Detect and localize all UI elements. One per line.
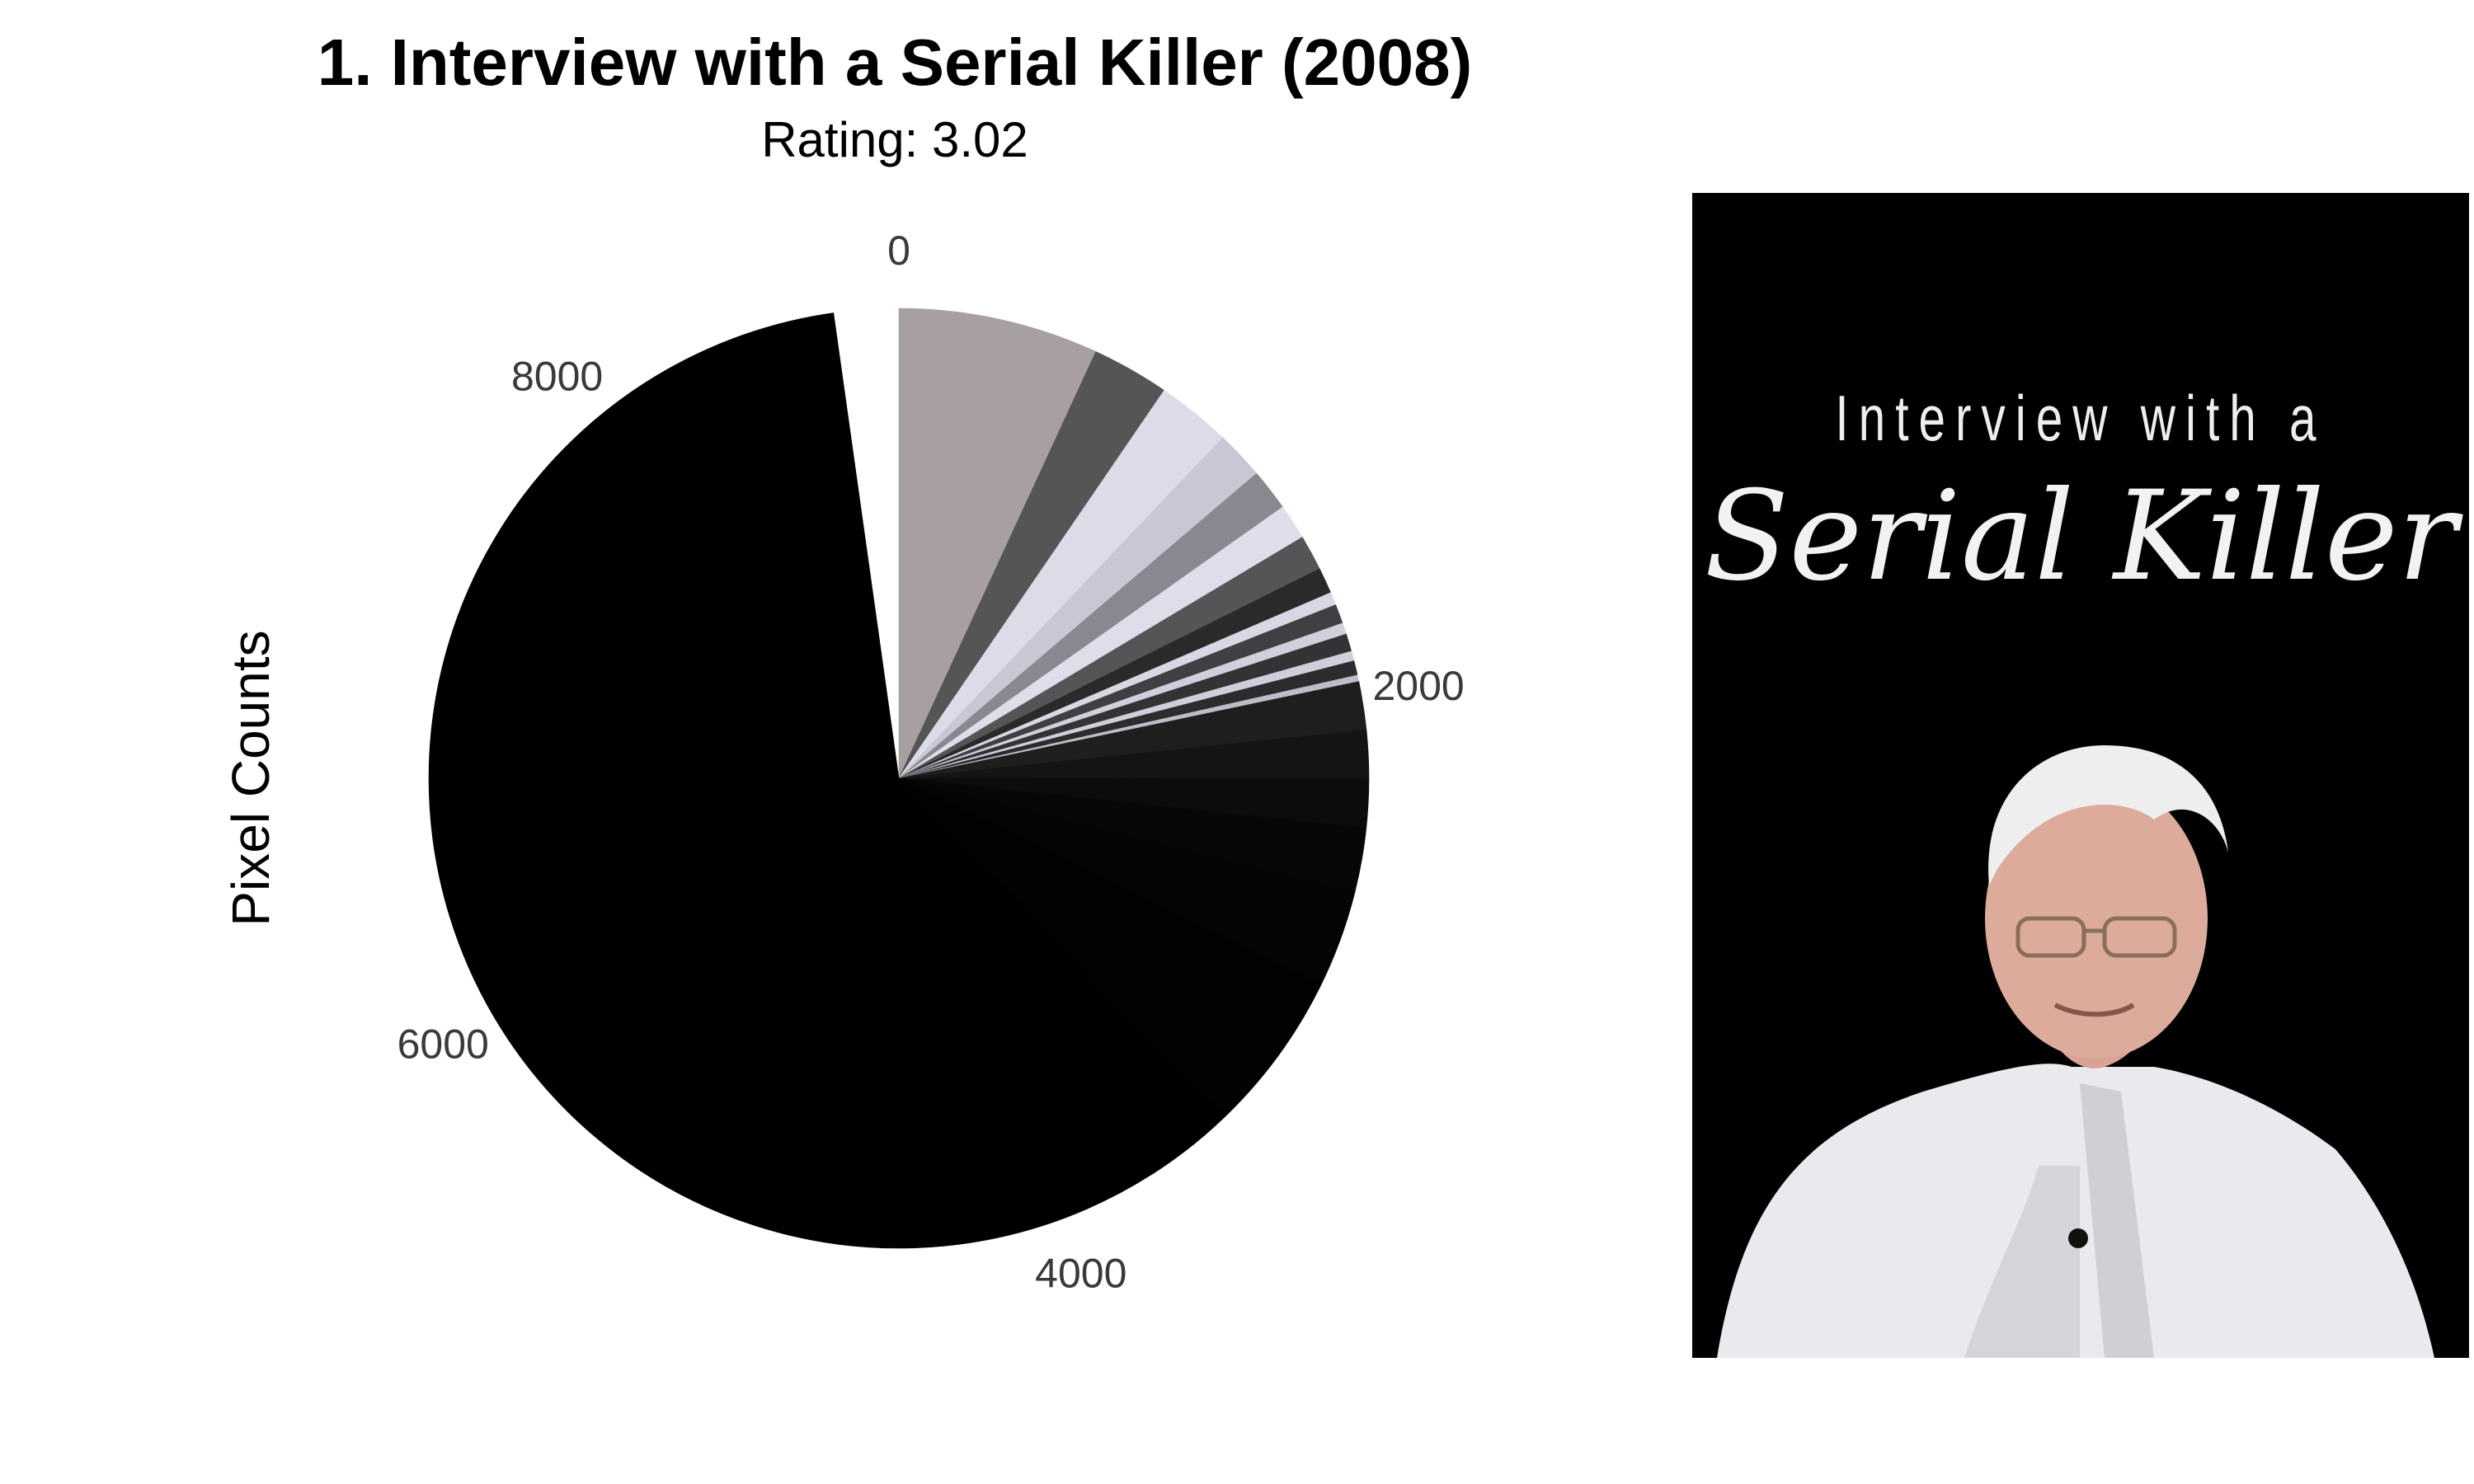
pie-slice <box>898 308 1097 779</box>
pie-slice <box>898 777 1322 1117</box>
pie-slices <box>428 308 1370 1249</box>
y-axis-title: Pixel Counts <box>221 630 280 926</box>
pie-chart: 0 2000 4000 6000 8000 Pixel Counts <box>221 228 1465 1297</box>
movie-poster: Interview with a Serial Killer <box>1692 193 2469 1358</box>
chart-subtitle: Rating: 3.02 <box>761 112 1028 167</box>
pie-slice <box>428 312 900 1139</box>
poster-title-line2: Serial Killer <box>1704 465 2458 608</box>
tick-label: 8000 <box>511 353 603 399</box>
tick-label: 0 <box>887 228 910 274</box>
tick-labels: 0 2000 4000 6000 8000 <box>397 228 1465 1297</box>
tick-label: 6000 <box>397 1021 489 1068</box>
tick-label: 4000 <box>1035 1251 1126 1297</box>
poster-title-line1: Interview with a <box>1835 382 2326 454</box>
poster-person-image <box>1717 745 2434 1358</box>
tick-label: 2000 <box>1372 663 1464 709</box>
chart-title: 1. Interview with a Serial Killer (2008) <box>317 26 1473 99</box>
pie-slice <box>596 777 1226 1249</box>
